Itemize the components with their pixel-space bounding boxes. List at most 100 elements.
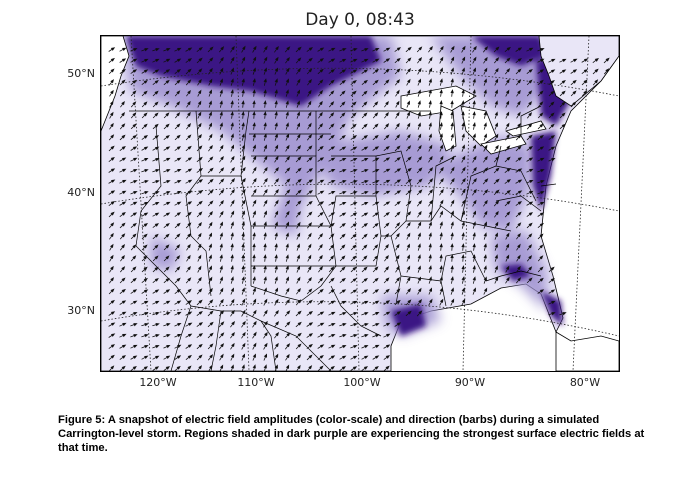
field-barb-head <box>274 210 279 215</box>
field-barb-head <box>451 177 455 183</box>
field-barb-head <box>241 276 245 281</box>
field-barb-head <box>263 89 267 94</box>
field-barb-head <box>494 243 498 248</box>
field-barb-head <box>483 243 487 248</box>
field-barb-head <box>319 365 324 370</box>
field-barb-head <box>155 345 160 349</box>
field-barb-head <box>252 111 256 116</box>
field-barb-head <box>495 156 500 161</box>
field-barb-head <box>406 232 411 237</box>
field-barb-head <box>375 180 380 184</box>
field-barb-head <box>166 344 171 349</box>
field-barb-head <box>472 276 476 281</box>
field-barb-head <box>122 322 127 327</box>
field-barb-head <box>187 89 191 95</box>
field-barb-head <box>176 68 182 73</box>
field-barb-head <box>297 46 302 51</box>
field-barb-head <box>352 90 357 95</box>
field-barb-head <box>506 276 510 282</box>
field-barb-head <box>241 353 246 358</box>
field-barb-head <box>286 199 291 205</box>
field-barb-head <box>166 323 171 327</box>
field-barb-head <box>209 310 214 315</box>
field-barb-head <box>133 344 138 349</box>
field-barb-head <box>285 122 289 127</box>
field-barb-head <box>331 180 336 184</box>
field-barb-head <box>417 78 422 83</box>
field-barb-head <box>132 233 137 238</box>
field-barb-head <box>330 233 335 238</box>
field-barb-head <box>166 58 171 63</box>
field-barb-head <box>505 265 510 270</box>
field-barb-head <box>461 45 466 51</box>
field-barb-head <box>121 79 126 84</box>
field-barb-head <box>352 266 357 271</box>
field-barb-head <box>132 277 137 282</box>
field-barb-head <box>285 67 290 72</box>
field-barb-head <box>363 212 369 217</box>
field-barb-head <box>483 100 487 105</box>
field-barb-head <box>308 179 314 183</box>
field-barb-head <box>143 134 149 139</box>
field-barb-head <box>274 56 279 62</box>
field-barb-head <box>110 365 115 370</box>
field-barb-head <box>363 222 369 227</box>
field-barb-head <box>418 144 422 150</box>
field-barb-head <box>450 144 454 149</box>
field-barb-head <box>330 212 336 216</box>
field-barb-head <box>472 199 477 205</box>
field-barb-head <box>439 67 443 72</box>
field-barb-head <box>396 265 400 271</box>
field-barb-head <box>252 100 256 105</box>
strong-field-shading <box>126 36 576 336</box>
field-barb-head <box>187 145 192 150</box>
field-barb-head <box>110 333 116 337</box>
field-barb-head <box>308 288 313 293</box>
field-barb-head <box>241 199 246 204</box>
field-barb-head <box>483 221 487 226</box>
field-barb-head <box>109 100 114 106</box>
field-barb-head <box>110 168 116 172</box>
field-barb-head <box>263 276 267 281</box>
field-barb-head <box>122 311 127 316</box>
field-barb-head <box>121 211 126 216</box>
field-barb-head <box>386 322 391 327</box>
field-barb-head <box>529 179 534 184</box>
field-barb-head <box>319 157 325 161</box>
field-barb-head <box>187 232 192 238</box>
field-barb-head <box>275 178 280 183</box>
field-barb-head <box>252 353 256 358</box>
field-barb-head <box>517 157 523 161</box>
field-barb-head <box>320 333 325 338</box>
field-barb-head <box>461 232 465 237</box>
field-barb-head <box>352 146 358 151</box>
map-title: Day 0, 08:43 <box>305 10 415 30</box>
field-barb-head <box>176 233 181 238</box>
field-barb-head <box>252 265 256 270</box>
field-barb-head <box>341 244 346 249</box>
field-barb-head <box>143 69 149 73</box>
field-barb-head <box>296 254 300 259</box>
field-barb-head <box>197 100 202 105</box>
field-barb-head <box>219 364 224 369</box>
field-barb-head <box>252 276 256 281</box>
field-barb-head <box>187 190 193 195</box>
field-barb-head <box>220 321 225 326</box>
field-barb-head <box>263 144 267 149</box>
field-barb-head <box>121 157 127 161</box>
field-barb-head <box>363 134 369 139</box>
field-barb-head <box>133 191 138 195</box>
field-barb-head <box>296 276 301 281</box>
field-barb-head <box>220 189 225 194</box>
field-barb-head <box>539 112 544 117</box>
field-barb-head <box>342 201 347 206</box>
field-barb-head <box>572 69 578 73</box>
field-barb-head <box>319 89 324 95</box>
field-barb-head <box>297 354 302 359</box>
field-barb-head <box>208 100 212 105</box>
field-barb-head <box>230 210 235 215</box>
field-barb-head <box>319 277 324 282</box>
figure-caption: Figure 5: A snapshot of electric field a… <box>58 414 645 454</box>
field-barb-head <box>154 146 160 151</box>
field-barb-head <box>241 89 245 94</box>
